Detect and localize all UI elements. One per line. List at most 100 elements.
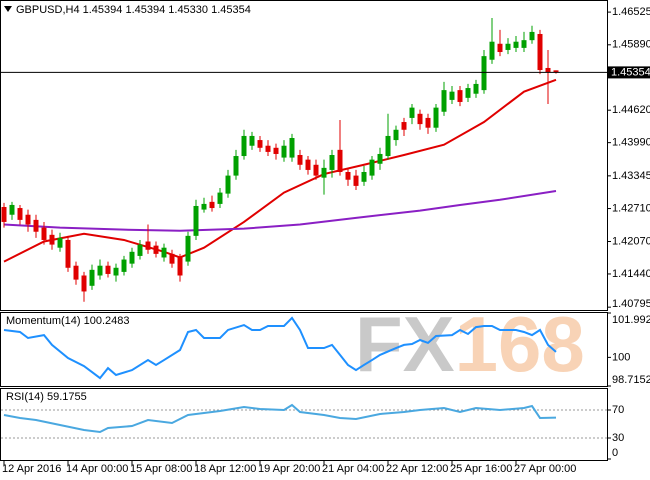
y-tick-label: 1.45890 <box>612 39 650 51</box>
candle-body <box>265 145 271 152</box>
panel-title: Momentum(14) 100.2483 <box>6 315 130 327</box>
candle-body <box>281 145 287 158</box>
candle-body <box>209 201 215 209</box>
candle-body <box>329 155 335 170</box>
candle-body <box>529 31 535 41</box>
y-tick-label: 1.46525 <box>612 6 650 18</box>
candle-body <box>137 244 143 256</box>
candle-body <box>369 159 375 176</box>
candle-body <box>409 107 415 118</box>
candle-body <box>465 88 471 98</box>
candle-body <box>105 265 111 274</box>
candle-body <box>505 43 511 50</box>
candle-body <box>401 122 407 130</box>
candle-body <box>249 135 255 146</box>
title-icon <box>4 6 12 12</box>
candle-body <box>177 257 183 276</box>
candle-body <box>9 204 15 215</box>
candle-body <box>81 275 87 292</box>
candle-body <box>337 149 343 172</box>
candle-body <box>313 164 319 176</box>
candle-body <box>433 107 439 128</box>
candle-body <box>441 90 447 112</box>
candle-body <box>57 237 63 248</box>
indicator-line <box>3 316 557 380</box>
candle-body <box>289 138 295 158</box>
candle-body <box>377 153 383 164</box>
watermark: FX168 <box>355 300 585 388</box>
panel-title: GBPUSD,H4 1.45394 1.45394 1.45330 1.4535… <box>16 4 251 16</box>
candle-body <box>321 167 327 178</box>
candle-body <box>473 83 479 94</box>
candle-body <box>1 207 7 222</box>
y-tick-label: 1.44620 <box>612 104 650 116</box>
x-tick-label: 19 Apr 20:00 <box>258 463 320 475</box>
y-tick-label: 1.41440 <box>612 268 650 280</box>
candle-body <box>489 41 495 60</box>
candle-body <box>537 33 543 71</box>
x-tick-label: 18 Apr 12:00 <box>194 463 256 475</box>
y-tick-label: 1.43990 <box>612 137 650 149</box>
y-tick-label: 1.40795 <box>612 298 650 310</box>
candle-body <box>121 259 127 272</box>
candle-body <box>273 147 279 154</box>
last-price-label: 1.45354 <box>611 66 650 78</box>
panel-title: RSI(14) 59.1755 <box>6 391 87 403</box>
y-tick-label: 98.7152 <box>612 374 650 386</box>
candle-body <box>193 205 199 236</box>
candle-body <box>513 41 519 48</box>
y-tick-label: 100 <box>612 351 630 363</box>
candle-body <box>169 253 175 264</box>
candle-body <box>393 129 399 141</box>
x-tick-label: 25 Apr 16:00 <box>450 463 512 475</box>
candle-body <box>305 159 311 170</box>
candle-body <box>97 265 103 276</box>
candle-body <box>33 219 39 232</box>
momentum-panel-border <box>0 312 608 387</box>
candle-body <box>41 227 47 240</box>
y-tick-label: 1.42070 <box>612 235 650 247</box>
candle-body <box>89 269 95 286</box>
y-tick-label: 30 <box>612 432 624 444</box>
candle-body <box>385 135 391 157</box>
candle-body <box>25 214 31 225</box>
y-tick-label: 1.42710 <box>612 202 650 214</box>
candle-body <box>225 175 231 194</box>
candle-body <box>481 56 487 91</box>
candle-body <box>553 70 559 73</box>
candle-body <box>49 234 55 245</box>
y-tick-label: 0 <box>612 447 618 459</box>
x-tick-label: 21 Apr 04:00 <box>322 463 384 475</box>
rsi-panel-border <box>0 388 608 461</box>
watermark-fx: FX <box>355 300 455 388</box>
x-tick-label: 22 Apr 12:00 <box>386 463 448 475</box>
x-tick-label: 15 Apr 08:00 <box>130 463 192 475</box>
candle-body <box>185 235 191 262</box>
candle-body <box>449 91 455 100</box>
candle-body <box>129 251 135 264</box>
indicator-line <box>3 190 557 232</box>
candle-body <box>113 267 119 276</box>
candle-body <box>425 117 431 128</box>
candle-body <box>457 90 463 102</box>
candle-body <box>361 171 367 182</box>
indicator-line <box>3 78 557 263</box>
candle-body <box>545 67 551 73</box>
candle-body <box>297 155 303 165</box>
candle-body <box>241 135 247 157</box>
watermark-text: FX168 <box>355 300 585 388</box>
x-tick-label: 14 Apr 00:00 <box>66 463 128 475</box>
main-panel-border <box>0 0 608 311</box>
candle-body <box>161 247 167 258</box>
y-tick-label: 101.992 <box>612 314 650 326</box>
x-tick-label: 27 Apr 00:00 <box>514 463 576 475</box>
candle-body <box>217 192 223 204</box>
candle-body <box>145 241 151 250</box>
candle-body <box>345 171 351 180</box>
candle-body <box>73 265 79 280</box>
candle-body <box>201 203 207 210</box>
watermark-168: 168 <box>455 300 585 388</box>
candle-body <box>17 208 23 220</box>
